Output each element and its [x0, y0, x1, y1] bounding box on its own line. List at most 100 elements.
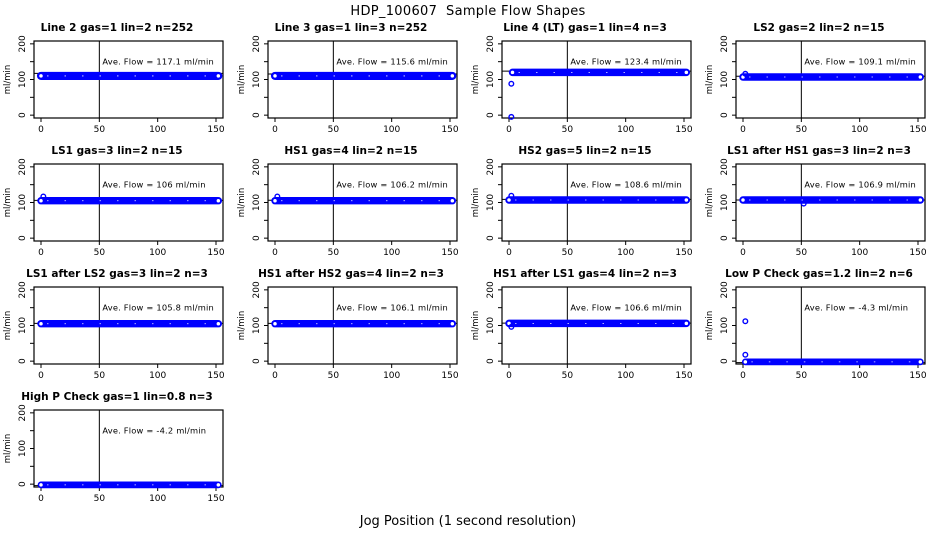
- subplot-canvas: 0 50 100 150 0 100 200 ml/min Ave. Flow = 106.1 …: [237, 281, 459, 381]
- band-end-point: [683, 320, 690, 327]
- x-tick-label: 0: [506, 125, 512, 135]
- ave-flow-label: Ave. Flow = 106.9 ml/min: [804, 180, 916, 190]
- y-tick-label: 200: [486, 158, 496, 175]
- x-tick-label: 150: [207, 371, 224, 381]
- y-tick-label: 200: [18, 281, 28, 298]
- x-tick-label: 50: [562, 248, 574, 258]
- band-end-point: [37, 72, 45, 79]
- y-tick-label: 100: [252, 317, 262, 334]
- ave-flow-label: Ave. Flow = 109.1 ml/min: [804, 57, 916, 67]
- band-end-point: [449, 72, 456, 79]
- y-tick-label: 100: [486, 317, 496, 334]
- x-tick-label: 150: [207, 125, 224, 135]
- y-axis-label: ml/min: [3, 65, 13, 95]
- band-end-point: [449, 320, 456, 327]
- y-axis-label: ml/min: [705, 65, 715, 95]
- y-tick-label: 0: [720, 358, 730, 364]
- plot-frame: [501, 40, 692, 119]
- x-tick-label: 50: [328, 125, 340, 135]
- band-end-point: [742, 358, 749, 365]
- subplot-title: Low P Check gas=1.2 lin=2 n=6: [725, 268, 913, 280]
- x-tick-label: 50: [796, 125, 808, 135]
- band-end-point: [739, 196, 747, 204]
- plot-frame: [735, 286, 926, 365]
- band-end-point: [917, 358, 924, 365]
- x-tick-label: 150: [441, 248, 458, 258]
- x-tick-label: 150: [909, 248, 926, 258]
- subplot-canvas: 0 50 100 150 0 100 200 ml/min Ave. Flow = 109.1 …: [705, 35, 927, 135]
- subplot-title: HS1 gas=4 lin=2 n=15: [284, 145, 418, 157]
- plot-frame: [33, 409, 224, 488]
- x-tick-label: 100: [383, 125, 400, 135]
- x-tick-label: 100: [617, 371, 634, 381]
- y-axis-label: ml/min: [237, 311, 247, 341]
- x-tick-label: 100: [851, 371, 868, 381]
- subplot-title: LS1 gas=3 lin=2 n=15: [51, 145, 183, 157]
- x-tick-label: 0: [272, 248, 278, 258]
- x-tick-label: 150: [675, 248, 692, 258]
- subplot-canvas: 0 50 100 150 0 100 200 ml/min Ave. Flow = 106.2 …: [237, 158, 459, 258]
- subplot-canvas: 0 50 100 150 0 100 200 ml/min Ave. Flow = 108.6 …: [471, 158, 693, 258]
- x-axis-title: Jog Position (1 second resolution): [359, 514, 577, 529]
- y-axis-label: ml/min: [3, 434, 13, 464]
- y-tick-label: 0: [18, 358, 28, 364]
- y-tick-label: 200: [18, 404, 28, 421]
- band-end-point: [683, 69, 690, 76]
- y-tick-label: 100: [18, 194, 28, 211]
- x-tick-label: 50: [328, 248, 340, 258]
- y-tick-label: 100: [18, 317, 28, 334]
- x-tick-label: 0: [506, 248, 512, 258]
- subplot: High P Check gas=1 lin=0.8 n=3 0 50 100 150…: [0, 391, 234, 514]
- x-tick-label: 100: [149, 125, 166, 135]
- subplot-canvas: 0 50 100 150 0 100 200 ml/min Ave. Flow = 123.4 …: [471, 35, 693, 135]
- y-tick-label: 100: [486, 194, 496, 211]
- subplot-title: High P Check gas=1 lin=0.8 n=3: [21, 391, 213, 403]
- x-tick-label: 100: [383, 371, 400, 381]
- x-tick-label: 150: [441, 125, 458, 135]
- x-tick-label: 50: [796, 248, 808, 258]
- subplot-canvas: 0 50 100 150 0 100 200 ml/min Ave. Flow = 106 ml…: [3, 158, 225, 258]
- subplot: LS2 gas=2 lin=2 n=15 0 50 100 150 0 100 200 ml/…: [702, 22, 936, 145]
- y-tick-label: 200: [252, 281, 262, 298]
- y-axis-label: ml/min: [3, 311, 13, 341]
- y-axis-label: ml/min: [3, 188, 13, 218]
- x-tick-label: 100: [851, 248, 868, 258]
- y-tick-label: 0: [18, 235, 28, 241]
- band-end-point: [271, 72, 279, 79]
- ave-flow-label: Ave. Flow = 106.6 ml/min: [570, 303, 682, 313]
- subplot: LS1 after HS1 gas=3 lin=2 n=3 0 50 100 150 0…: [702, 145, 936, 268]
- y-axis-label: ml/min: [705, 311, 715, 341]
- outlier-point: [508, 80, 515, 87]
- y-tick-label: 0: [252, 235, 262, 241]
- ave-flow-label: Ave. Flow = 106.1 ml/min: [336, 303, 448, 313]
- x-tick-label: 150: [675, 371, 692, 381]
- y-tick-label: 0: [252, 112, 262, 118]
- subplot-canvas: 0 50 100 150 0 100 200 ml/min Ave. Flow = -4.3 m…: [705, 281, 927, 381]
- x-tick-label: 50: [796, 371, 808, 381]
- ave-flow-label: Ave. Flow = 106.2 ml/min: [336, 180, 448, 190]
- subplot-grid: Line 2 gas=1 lin=2 n=252 0 50 100 150 0 100 20…: [0, 22, 936, 514]
- y-tick-label: 200: [252, 35, 262, 52]
- ave-flow-label: Ave. Flow = 105.8 ml/min: [102, 303, 214, 313]
- x-tick-label: 100: [149, 248, 166, 258]
- x-tick-label: 0: [38, 371, 44, 381]
- subplot: HS1 after HS2 gas=4 lin=2 n=3 0 50 100 150 0…: [234, 268, 468, 391]
- subplot-title: LS1 after HS1 gas=3 lin=2 n=3: [727, 145, 911, 157]
- x-tick-label: 0: [272, 125, 278, 135]
- subplot-canvas: 0 50 100 150 0 100 200 ml/min Ave. Flow = 105.8 …: [3, 281, 225, 381]
- y-axis-label: ml/min: [705, 188, 715, 218]
- subplot: HS1 after LS1 gas=4 lin=2 n=3 0 50 100 150 0…: [468, 268, 702, 391]
- x-tick-label: 50: [94, 248, 106, 258]
- x-tick-label: 150: [675, 125, 692, 135]
- y-axis-label: ml/min: [471, 311, 481, 341]
- y-tick-label: 100: [720, 194, 730, 211]
- band-end-point: [917, 73, 924, 81]
- outlier-point: [508, 323, 515, 330]
- x-tick-label: 50: [328, 371, 340, 381]
- ave-flow-label: Ave. Flow = 115.6 ml/min: [336, 57, 448, 67]
- y-tick-label: 0: [720, 235, 730, 241]
- x-tick-label: 150: [207, 494, 224, 504]
- x-tick-label: 0: [38, 125, 44, 135]
- x-tick-label: 150: [909, 371, 926, 381]
- x-tick-label: 150: [441, 371, 458, 381]
